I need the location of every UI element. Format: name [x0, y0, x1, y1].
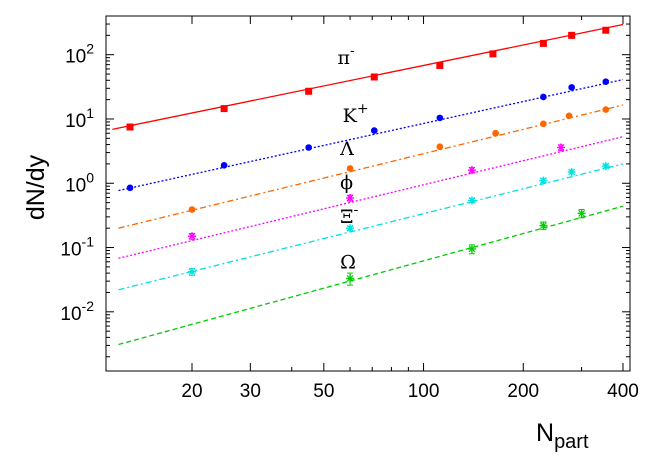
- plot-frame: [105, 15, 631, 372]
- series-labels: π- K+ Λϕ Ξ- Ω: [338, 43, 369, 274]
- fit-line: [118, 136, 624, 259]
- data-point: [489, 50, 497, 58]
- data-point: [557, 143, 566, 152]
- data-point: [539, 221, 548, 230]
- data-point: [346, 165, 354, 172]
- x-tick-label: 50: [313, 381, 334, 402]
- fit-line: [112, 23, 624, 130]
- data-point: [188, 232, 197, 241]
- x-tick-label: 200: [507, 381, 539, 402]
- y-tick-label: 100: [65, 169, 94, 196]
- fit-line: [118, 205, 624, 346]
- data-point: [346, 274, 355, 283]
- data-point: [436, 61, 444, 69]
- series-label: Λ: [339, 138, 354, 160]
- data-markers: [126, 26, 610, 286]
- data-point: [370, 73, 378, 81]
- data-point: [602, 106, 610, 113]
- data-point: [577, 209, 586, 218]
- data-point: [305, 144, 312, 151]
- data-point: [539, 176, 548, 185]
- series-label: π-: [338, 43, 356, 69]
- series-label: Ω: [340, 252, 356, 274]
- data-point: [346, 224, 355, 233]
- series-label: ϕ: [340, 172, 353, 194]
- y-axis-title: dN/dy: [22, 154, 50, 220]
- data-point: [567, 167, 576, 176]
- data-point: [126, 123, 134, 131]
- x-axis-title: Npart: [536, 419, 589, 453]
- data-point: [467, 244, 476, 253]
- x-tick-label: 30: [240, 381, 261, 402]
- fit-lines: [112, 23, 624, 346]
- data-point: [602, 78, 610, 86]
- fit-line: [118, 104, 624, 229]
- x-tick-label: 20: [181, 381, 202, 402]
- data-point: [540, 120, 547, 128]
- data-point: [188, 206, 196, 213]
- y-tick-label: 102: [65, 41, 94, 68]
- y-tick-label: 10-2: [60, 298, 94, 325]
- x-tick-label: 400: [607, 381, 639, 402]
- series-label: K+: [343, 101, 369, 127]
- data-point: [565, 112, 573, 120]
- y-tick-label: 101: [65, 105, 94, 132]
- series-label: Ξ-: [340, 202, 358, 228]
- data-point: [601, 162, 610, 171]
- data-point: [602, 26, 610, 34]
- x-tick-label: 100: [408, 381, 440, 402]
- data-point: [539, 39, 547, 47]
- data-point: [467, 196, 476, 205]
- y-tick-label: 10-1: [60, 234, 94, 261]
- data-point: [346, 193, 355, 202]
- axes: 20 30 50 100 200 400 10-2 10-1 100 101 102 Npart dN/…: [22, 15, 639, 453]
- data-point: [568, 84, 575, 91]
- data-point: [436, 114, 444, 122]
- data-point: [540, 93, 547, 101]
- data-point: [467, 166, 476, 175]
- data-point: [305, 87, 313, 95]
- data-point: [126, 184, 134, 192]
- data-point: [188, 267, 197, 276]
- data-point: [436, 143, 444, 151]
- data-point: [568, 31, 576, 39]
- data-point: [370, 127, 378, 134]
- fit-line: [118, 78, 624, 192]
- data-point: [220, 162, 228, 169]
- fit-line: [118, 163, 624, 291]
- data-point: [220, 105, 228, 113]
- data-point: [492, 129, 499, 137]
